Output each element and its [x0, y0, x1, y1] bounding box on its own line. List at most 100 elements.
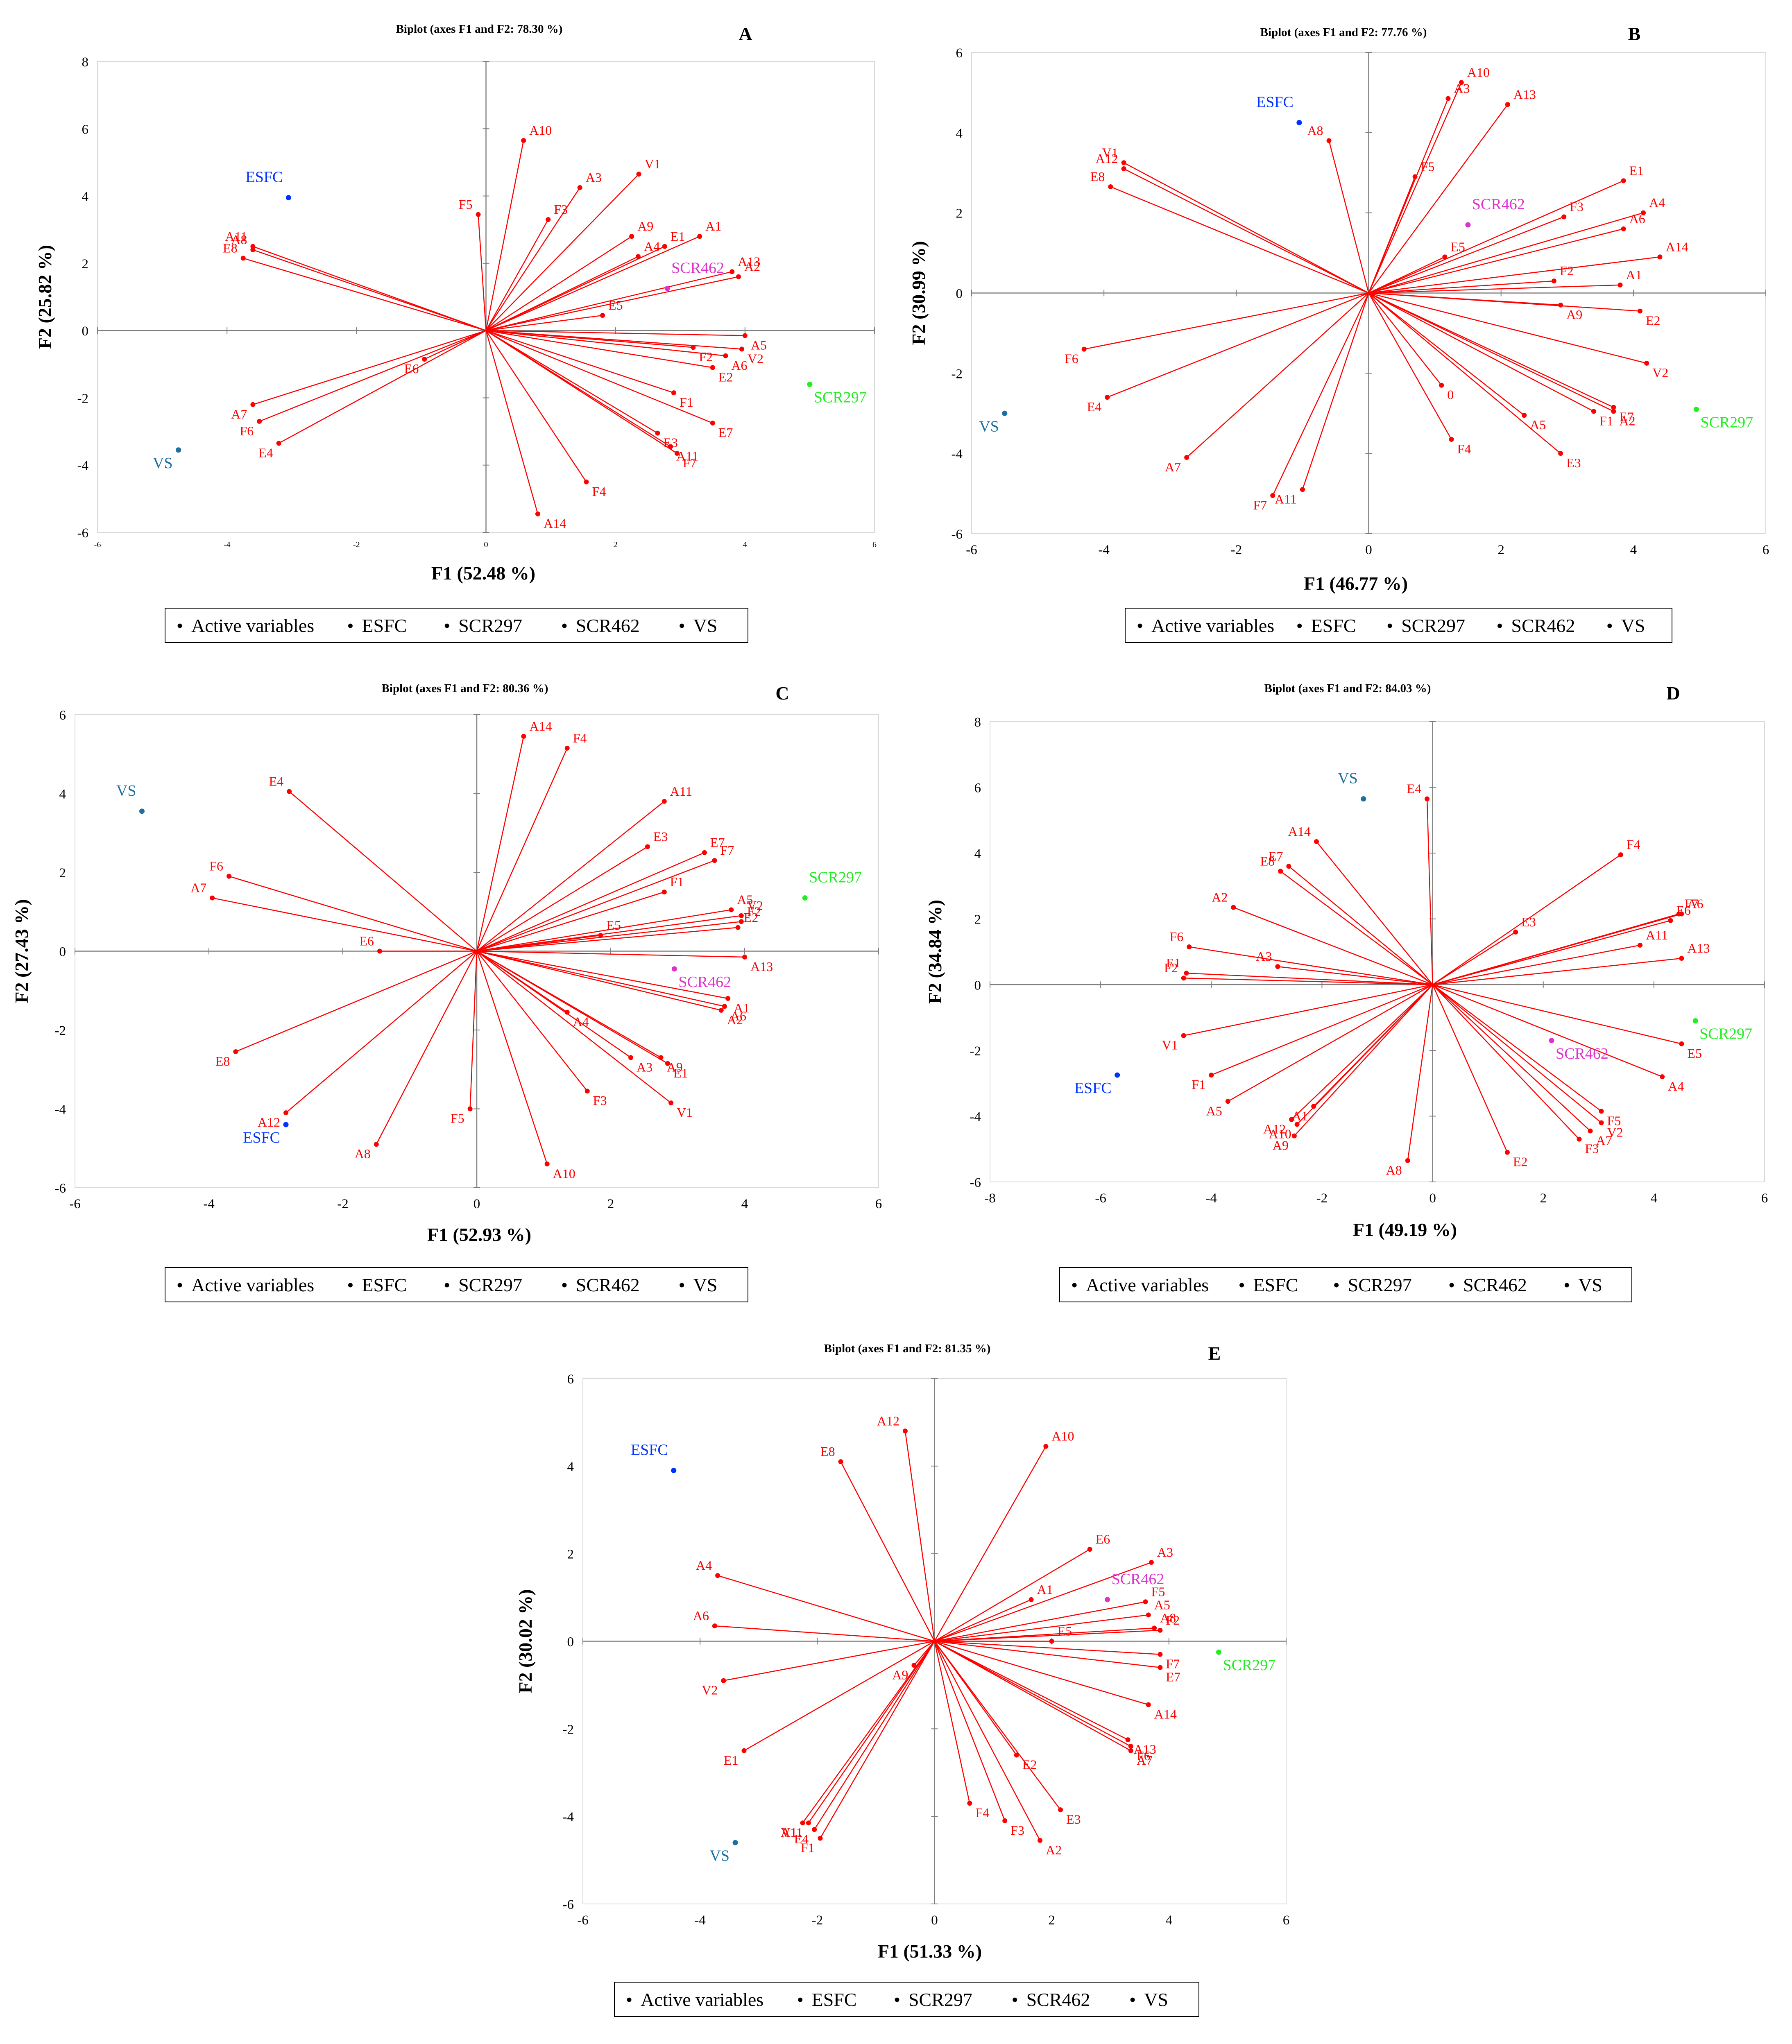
variable-vector	[476, 951, 728, 999]
legend: • Active variables • ESFC • SCR297 • SCR462 • VS	[1059, 1267, 1632, 1302]
variable-label: A1	[1292, 1108, 1308, 1123]
variable-vector	[476, 951, 588, 1091]
chart-title: Biplot (axes F1 and F2: 81.35 %)	[824, 1342, 991, 1355]
variable-point	[1637, 308, 1642, 314]
observation-label-vs: VS	[116, 782, 136, 799]
variable-label: E6	[404, 361, 419, 376]
variable-label: A4	[696, 1558, 712, 1573]
variable-vector	[424, 330, 487, 360]
variable-label: A2	[1212, 890, 1228, 905]
variable-label: A13	[1134, 1742, 1156, 1757]
observation-label-scr297: SCR297	[1700, 414, 1753, 431]
x-tick-label: -2	[353, 540, 360, 549]
variable-point	[1311, 1104, 1316, 1109]
variable-point	[257, 419, 262, 424]
variable-vector	[1432, 913, 1679, 985]
variable-vector	[802, 1641, 935, 1823]
variable-point	[1676, 911, 1681, 917]
y-tick-label: -6	[563, 1897, 574, 1912]
variable-label: V1	[1162, 1038, 1178, 1053]
variable-vector	[934, 1446, 1047, 1642]
legend-label: SCR462	[576, 615, 640, 636]
variable-point	[662, 890, 667, 895]
variable-point	[739, 346, 744, 352]
variable-point	[1599, 1120, 1604, 1125]
observation-point-vs	[1361, 796, 1366, 802]
x-tick-label: 6	[1763, 543, 1769, 557]
variable-point	[600, 313, 605, 318]
variable-label: A2	[1046, 1843, 1062, 1857]
variable-vector	[485, 330, 587, 482]
variable-label: A13	[738, 254, 760, 269]
legend-marker-active: •	[626, 1989, 632, 2010]
variable-label: A11	[1275, 491, 1297, 506]
y-tick-label: -6	[77, 526, 89, 541]
variable-point	[521, 733, 526, 739]
x-tick-label: -2	[337, 1197, 349, 1211]
y-tick-label: 0	[59, 945, 66, 960]
variable-point	[1638, 942, 1643, 948]
variable-point	[1105, 395, 1110, 400]
variable-label: E2	[1022, 1757, 1037, 1772]
variable-point	[1505, 102, 1510, 107]
x-tick-label: 2	[1048, 1913, 1055, 1928]
variable-vector	[934, 1641, 970, 1804]
legend-label: VS	[1578, 1274, 1602, 1295]
variable-point	[233, 1049, 238, 1054]
legend-label: SCR462	[1463, 1274, 1527, 1295]
y-tick-label: -6	[952, 527, 963, 542]
x-axis-label: F1 (46.77 %)	[1304, 573, 1408, 594]
y-tick-label: 8	[974, 715, 981, 730]
chart-title: Biplot (axes F1 and F2: 77.76 %)	[1260, 26, 1427, 39]
variable-point	[668, 444, 673, 449]
legend-marker-vs: •	[1129, 1989, 1136, 2010]
legend-box	[1059, 1267, 1632, 1302]
variable-vector	[285, 951, 477, 1114]
legend-marker-vs: •	[1563, 1274, 1570, 1295]
observation-label-esfc: ESFC	[243, 1129, 280, 1146]
y-tick-label: 6	[82, 122, 89, 137]
y-tick-label: 2	[82, 257, 89, 272]
variable-label: E3	[1066, 1812, 1081, 1827]
observation-point-scr462	[664, 285, 670, 291]
variable-vector	[476, 736, 524, 951]
variable-vector	[485, 219, 549, 331]
y-axis-label: F2 (30.99 %)	[908, 241, 929, 345]
legend-label: Active variables	[191, 615, 314, 636]
variable-point	[1029, 1597, 1034, 1602]
variable-point	[725, 996, 731, 1001]
variable-vector	[252, 249, 486, 331]
variable-label: A4	[573, 1014, 589, 1029]
variable-vector	[1432, 984, 1602, 1123]
variable-point	[721, 1678, 726, 1683]
legend-label: ESFC	[362, 615, 407, 636]
variable-point	[1209, 1073, 1214, 1078]
variable-label: E6	[1096, 1532, 1110, 1546]
variable-point	[806, 1820, 811, 1826]
variable-vector	[476, 852, 705, 952]
variable-label: A3	[637, 1059, 652, 1074]
y-axis-label: F2 (30.02 %)	[515, 1589, 536, 1693]
x-tick-label: -6	[966, 543, 977, 557]
observation-point-vs	[139, 808, 145, 814]
variable-vector	[485, 256, 639, 331]
variable-vector	[1432, 957, 1682, 985]
variable-point	[1002, 1818, 1008, 1823]
biplot-panel-e: -6 -4 -2 0 2 4 6 -6 -4 -2 0 2 4 6 Biplot (axes F1 and …	[515, 1342, 1289, 2017]
variable-vector	[1368, 82, 1462, 294]
legend-label: SCR297	[908, 1989, 972, 2010]
variable-vector	[376, 951, 478, 1145]
legend-label: SCR462	[576, 1274, 640, 1295]
variable-vector	[476, 748, 568, 952]
variable-vector	[485, 330, 539, 514]
y-tick-label: 6	[974, 781, 981, 796]
y-tick-label: -6	[55, 1181, 66, 1196]
y-tick-label: 6	[567, 1372, 574, 1387]
variable-point	[729, 907, 734, 912]
legend-label: SCR297	[1401, 615, 1465, 636]
variable-label: E1	[724, 1753, 739, 1768]
variable-point	[598, 933, 603, 938]
variable-point	[1522, 413, 1527, 418]
variable-point	[584, 1089, 590, 1094]
